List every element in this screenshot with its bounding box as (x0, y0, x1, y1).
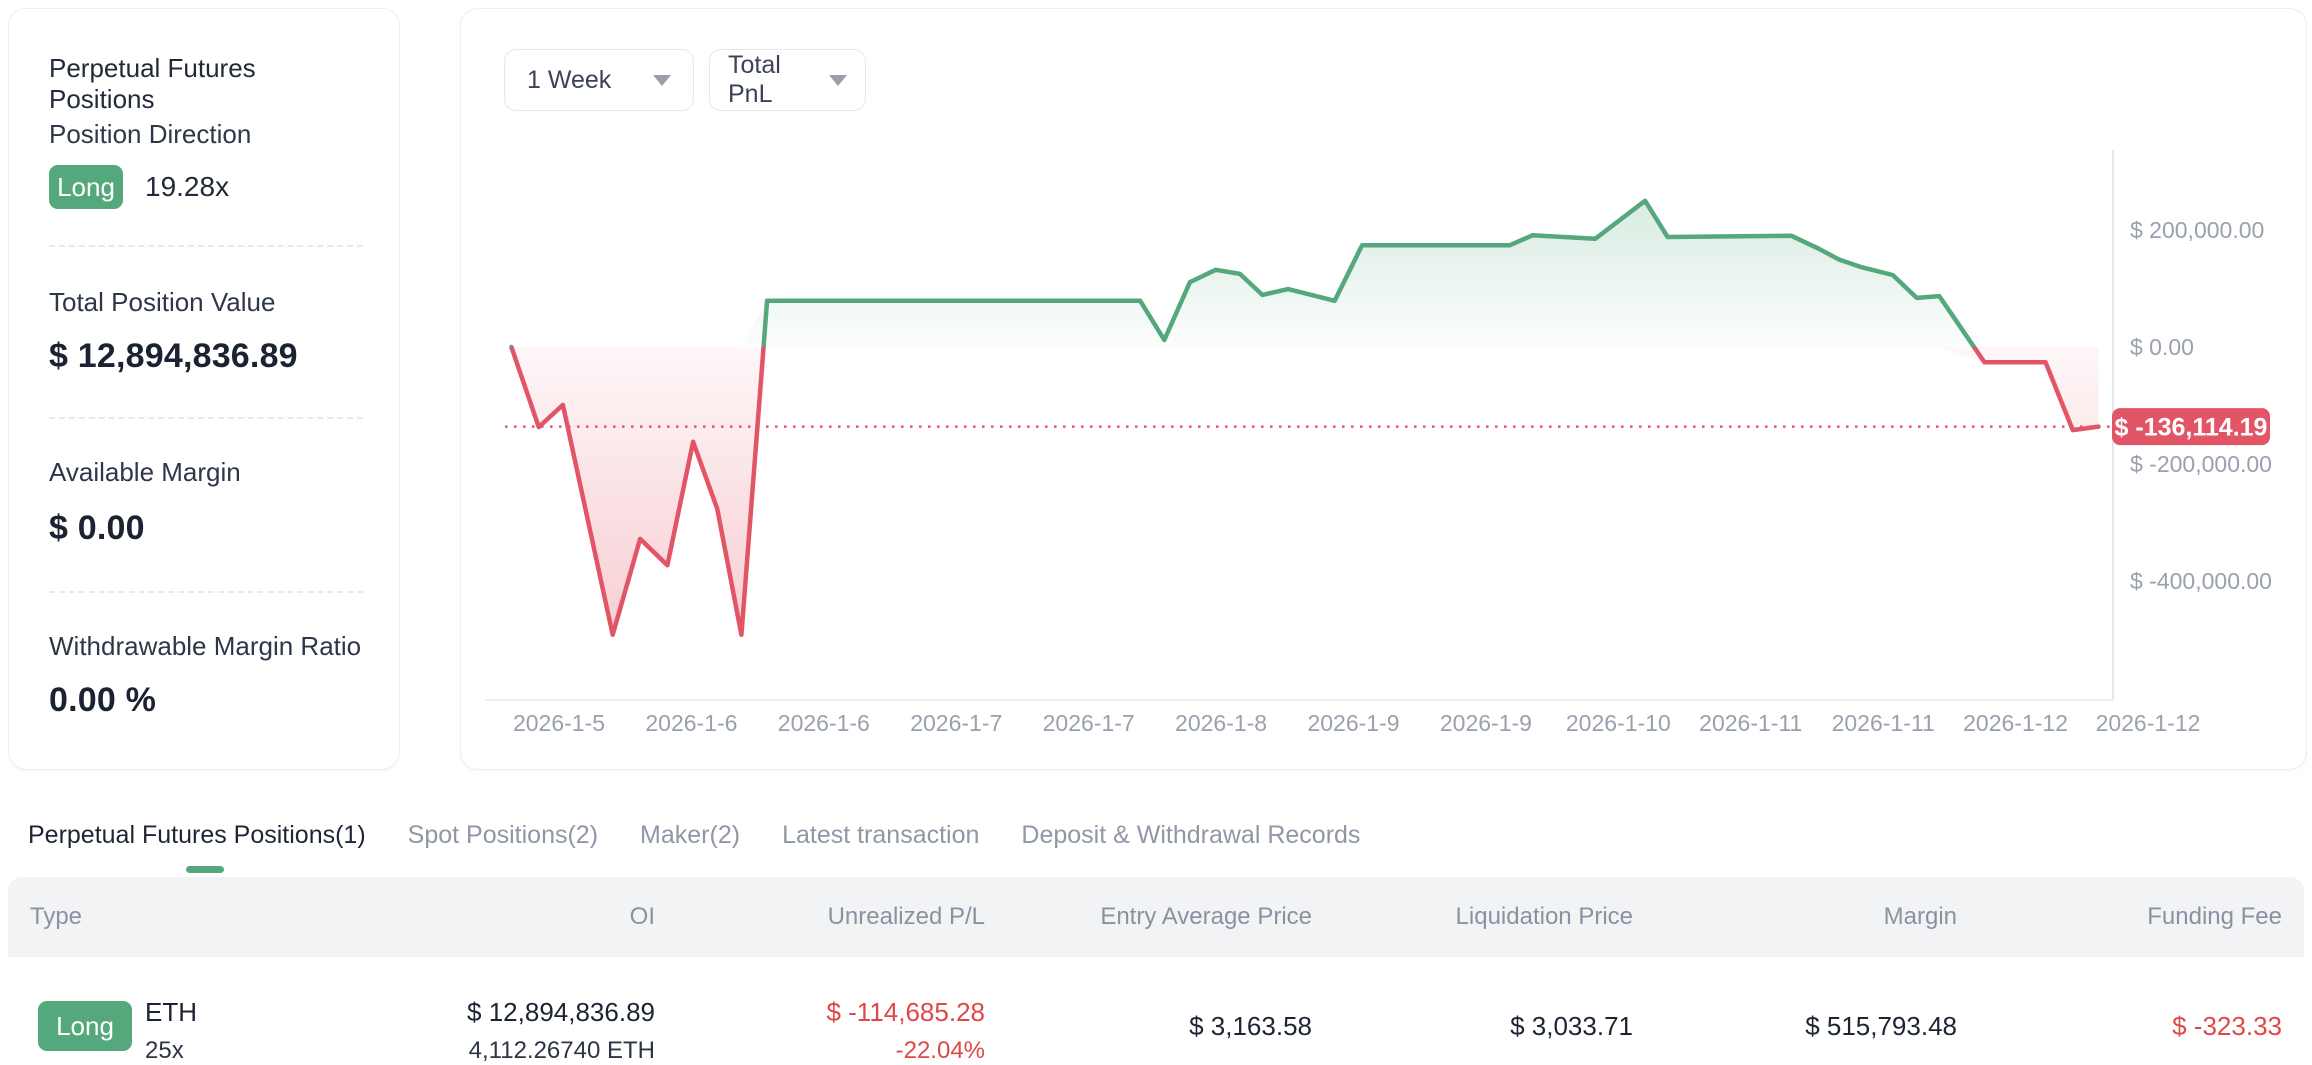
x-tick-label: 2026-1-6 (645, 710, 737, 736)
available-margin-label: Available Margin (49, 457, 241, 487)
withdrawable-margin-ratio-label: Withdrawable Margin Ratio (49, 631, 362, 661)
row-leverage: 25x (145, 1037, 184, 1064)
divider (49, 417, 363, 419)
active-tab-indicator (186, 866, 224, 873)
unrealized-pl-value: $ -114,685.28 (826, 997, 985, 1027)
summary-card-title: Perpetual Futures Positions (49, 53, 256, 114)
metric-value: Total PnL (728, 51, 781, 108)
divider (49, 245, 363, 247)
negative-area-fill (511, 347, 2099, 635)
tab-latest-transaction[interactable]: Latest transaction (782, 821, 980, 849)
metric-dropdown[interactable]: Total PnL (709, 49, 866, 111)
positions-table-header: Type OI Unrealized P/L Entry Average Pri… (8, 877, 2304, 957)
col-entry-average-price: Entry Average Price (1100, 903, 1312, 930)
entry-average-price: $ 3,163.58 (1189, 1011, 1312, 1041)
perpetual-futures-summary-card: Perpetual Futures Positions Position Dir… (8, 8, 400, 770)
x-tick-label: 2026-1-11 (1832, 710, 1935, 736)
chevron-down-icon (829, 74, 847, 86)
x-tick-label: 2026-1-5 (513, 710, 605, 736)
col-margin: Margin (1883, 903, 1957, 930)
x-tick-label: 2026-1-9 (1440, 710, 1532, 736)
y-tick-label: $ 0.00 (2130, 334, 2194, 360)
tab-deposit-withdrawal-records[interactable]: Deposit & Withdrawal Records (1021, 821, 1361, 849)
tab-maker-2[interactable]: Maker(2) (640, 821, 741, 849)
y-tick-label: $ -400,000.00 (2130, 568, 2272, 594)
time-range-dropdown[interactable]: 1 Week (504, 49, 694, 111)
x-tick-label: 2026-1-12 (2096, 710, 2201, 736)
y-tick-label: $ 200,000.00 (2130, 217, 2264, 243)
position-direction-label: Position Direction (49, 119, 252, 149)
svg-text:$ -136,114.19: $ -136,114.19 (2115, 414, 2268, 442)
positions-tab-bar: Perpetual Futures Positions(1) Spot Posit… (28, 816, 1360, 854)
liquidation-price: $ 3,033.71 (1510, 1011, 1633, 1041)
col-funding-fee: Funding Fee (2147, 903, 2282, 930)
x-tick-label: 2026-1-7 (910, 710, 1002, 736)
x-tick-label: 2026-1-7 (1043, 710, 1135, 736)
oi-value: $ 12,894,836.89 (467, 997, 655, 1027)
pnl-area-chart: $ 200,000.00 $ 0.00 $ -200,000.00 $ -400,00… (485, 150, 2272, 736)
x-tick-label: 2026-1-9 (1307, 710, 1399, 736)
current-value-badge: $ -136,114.19 (2112, 408, 2270, 446)
leverage-value: 19.28x (145, 171, 230, 202)
unrealized-pl-pct: -22.04% (895, 1037, 985, 1064)
x-tick-label: 2026-1-6 (778, 710, 870, 736)
position-direction-badge: Long (49, 165, 123, 209)
pnl-chart-card: $ 200,000.00 $ 0.00 $ -200,000.00 $ -400,00… (460, 8, 2307, 770)
available-margin-value: $ 0.00 (49, 509, 145, 547)
direction-badge: Long (38, 1001, 132, 1051)
col-oi: OI (629, 903, 655, 930)
col-type: Type (30, 903, 83, 930)
oi-amount: 4,112.26740 ETH (468, 1037, 655, 1064)
col-liquidation-price: Liquidation Price (1455, 903, 1633, 930)
total-position-value-label: Total Position Value (49, 287, 276, 317)
chevron-down-icon (653, 74, 671, 86)
x-tick-label: 2026-1-12 (1963, 710, 2068, 736)
positive-area-fill (511, 200, 2099, 347)
total-position-value: $ 12,894,836.89 (49, 337, 298, 375)
margin-value: $ 515,793.48 (1805, 1011, 1957, 1041)
pnl-line-positive (509, 198, 1977, 347)
divider (49, 591, 363, 593)
time-range-value: 1 Week (527, 65, 612, 94)
symbol: ETH (145, 997, 197, 1027)
x-tick-label: 2026-1-10 (1566, 710, 1671, 736)
position-row-eth: Long ETH 25x $ 12,894,836.89 4,112.26740… (8, 957, 2304, 1064)
x-tick-label: 2026-1-11 (1699, 710, 1802, 736)
x-tick-label: 2026-1-8 (1175, 710, 1267, 736)
y-tick-label: $ -200,000.00 (2130, 451, 2272, 477)
pnl-line-negative (509, 347, 2101, 638)
tab-perpetual-futures-positions-1[interactable]: Perpetual Futures Positions(1) (28, 821, 366, 849)
funding-fee-value: $ -323.33 (2172, 1011, 2282, 1041)
tab-spot-positions-2[interactable]: Spot Positions(2) (407, 821, 599, 849)
withdrawable-margin-ratio-value: 0.00 % (49, 681, 157, 719)
col-unrealized-pl: Unrealized P/L (827, 903, 985, 930)
